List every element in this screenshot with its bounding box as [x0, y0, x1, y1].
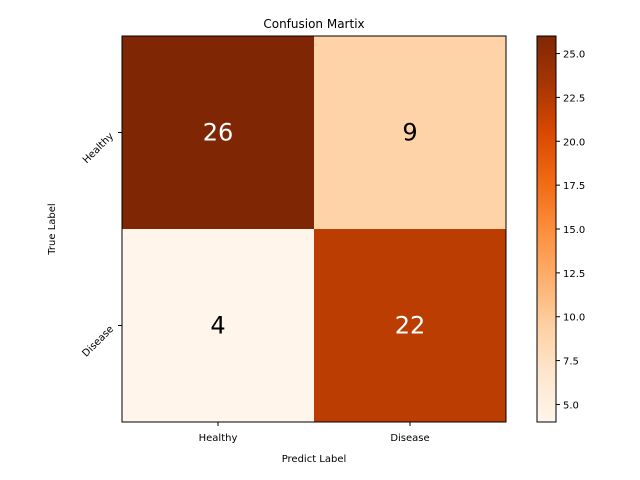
heatmap-cell [122, 229, 314, 422]
colorbar-tick-label: 5.0 [563, 400, 579, 411]
cell-value-label: 22 [395, 312, 426, 340]
colorbar-tick-label: 7.5 [563, 357, 579, 368]
heatmap-cell [314, 36, 506, 229]
heatmap-cell [314, 229, 506, 422]
colorbar-ticks: 5.0 7.5 10.0 12.5 15.0 17.5 20.0 22.5 25.0 [556, 50, 585, 411]
colorbar-tick-label: 22.5 [563, 93, 585, 104]
x-tick-label: Healthy [199, 433, 238, 444]
heatmap-cells: 26 9 4 22 [122, 36, 506, 422]
colorbar-tick-label: 17.5 [563, 181, 585, 192]
cell-value-label: 9 [402, 119, 417, 147]
colorbar-tick-label: 10.0 [563, 313, 585, 324]
y-axis-label: True Label [47, 203, 58, 255]
y-tick-label: Disease [81, 324, 117, 360]
colorbar [536, 35, 557, 423]
y-tick-label: Healthy [81, 131, 116, 166]
plot-frame [121, 35, 507, 423]
x-tick-label: Disease [390, 433, 429, 444]
colorbar-tick-label: 15.0 [563, 225, 585, 236]
cell-value-label: 26 [203, 119, 234, 147]
colorbar-tick-label: 25.0 [563, 50, 585, 61]
colorbar-tick-label: 12.5 [563, 269, 585, 280]
colorbar-tick-label: 20.0 [563, 137, 585, 148]
chart-title: Confusion Martix [263, 17, 364, 31]
heatmap-cell [122, 36, 314, 229]
x-axis-label: Predict Label [282, 454, 347, 465]
cell-value-label: 4 [210, 312, 225, 340]
